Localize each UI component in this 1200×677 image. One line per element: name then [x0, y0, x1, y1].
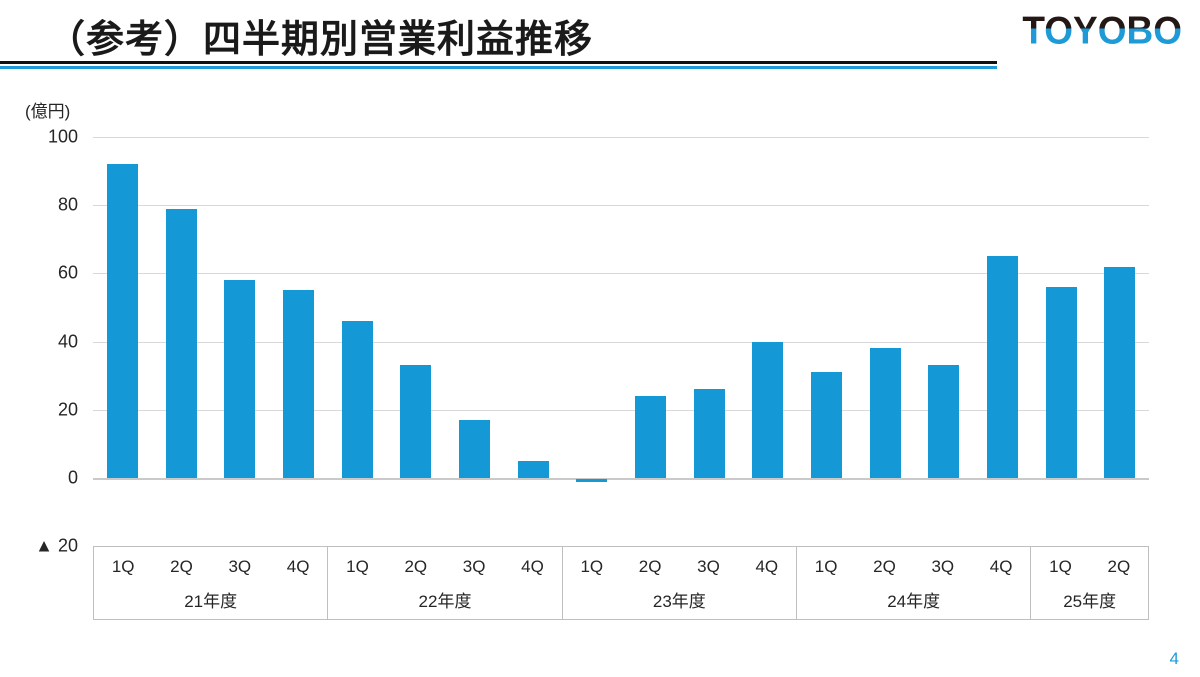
quarter-label: 4Q [755, 556, 779, 576]
bar-21年度-1Q [106, 164, 138, 478]
quarter-label: 2Q [404, 556, 428, 576]
quarter-label: 2Q [170, 556, 193, 576]
quarter-label: 3Q [931, 556, 955, 576]
y-axis-unit-label: (億円) [25, 102, 71, 121]
quarter-label: 3Q [462, 556, 486, 576]
quarter-row: 1Q 2Q 3Q 4Q [328, 547, 561, 587]
quarter-label: 1Q [346, 556, 369, 576]
bar-25年度-2Q [1104, 266, 1136, 478]
quarter-label: 1Q [580, 556, 604, 576]
y-tick-label: 20 [57, 399, 78, 420]
y-axis: 100 80 60 40 20 0 ▲ 20 [0, 127, 78, 556]
bar-22年度-1Q [341, 321, 373, 478]
toyobo-logo: TOYOBO [1022, 8, 1182, 53]
y-tick-label: 100 [47, 126, 78, 147]
y-tick-label: 80 [57, 194, 78, 215]
quarter-label: 4Q [989, 556, 1013, 576]
quarter-label: 1Q [814, 556, 838, 576]
year-label: 22年度 [418, 591, 472, 611]
quarter-label: 2Q [1107, 556, 1131, 576]
bar-22年度-4Q [517, 460, 549, 478]
bar-23年度-3Q [693, 389, 725, 478]
bar-21年度-2Q [165, 208, 197, 478]
bar-24年度-3Q [928, 365, 960, 478]
quarter-label: 2Q [873, 556, 896, 576]
page-title: （参考）四半期別営業利益推移 [47, 19, 594, 61]
quarter-row: 1Q 2Q 3Q 4Q [797, 547, 1030, 587]
y-tick-label: 40 [57, 331, 78, 351]
x-axis-group-22年度: 1Q 2Q 3Q 4Q 22年度 [327, 547, 561, 619]
x-axis-table: 1Q 2Q 3Q 4Q 21年度 1Q 2Q 3Q 4Q 22年度 1Q 2Q 3Q 4Q 23年度 1Q 2Q… [93, 546, 1149, 620]
gridline-100 [93, 137, 1149, 138]
bar-23年度-4Q [752, 341, 784, 478]
title-underline [0, 61, 997, 69]
quarter-label: 3Q [697, 556, 720, 576]
page-number: 4 [1169, 649, 1179, 668]
bar-22年度-2Q [400, 365, 432, 478]
quarter-label: 2Q [638, 556, 662, 576]
quarter-label: 1Q [1049, 556, 1072, 576]
bar-21年度-4Q [282, 290, 314, 478]
quarter-label: 3Q [228, 556, 252, 576]
quarter-row: 1Q 2Q 3Q 4Q [563, 547, 796, 587]
year-label: 23年度 [652, 591, 706, 611]
bar-24年度-2Q [869, 348, 901, 478]
year-label: 25年度 [1063, 591, 1117, 611]
bar-22年度-3Q [458, 419, 490, 478]
plot-area [93, 137, 1149, 546]
bar-23年度-2Q [634, 396, 666, 478]
quarter-label: 4Q [286, 556, 310, 576]
gridline-0 [93, 477, 1149, 480]
quarter-row: 1Q 2Q [1031, 547, 1148, 587]
quarter-label: 4Q [521, 556, 544, 576]
gridline-40 [93, 341, 1149, 343]
gridline-80 [93, 205, 1149, 207]
bar-21年度-3Q [224, 280, 256, 478]
bar-25年度-1Q [1045, 286, 1077, 478]
title-underline-blue [0, 66, 997, 69]
bar-24年度-4Q [986, 256, 1018, 478]
year-label: 21年度 [184, 591, 238, 611]
y-tick-label: 0 [67, 467, 78, 488]
year-label: 24年度 [887, 591, 941, 611]
x-axis-group-25年度: 1Q 2Q 25年度 [1030, 547, 1148, 619]
gridline-20 [93, 409, 1149, 411]
y-tick-label: 60 [57, 262, 78, 283]
bar-24年度-1Q [810, 372, 842, 478]
x-axis-group-21年度: 1Q 2Q 3Q 4Q 21年度 [94, 547, 327, 619]
gridline-60 [93, 273, 1149, 275]
y-tick-label: ▲ 20 [35, 535, 78, 556]
bar-23年度-1Q [576, 478, 608, 483]
quarter-label: 1Q [111, 556, 135, 576]
quarter-row: 1Q 2Q 3Q 4Q [94, 547, 327, 587]
x-axis-group-23年度: 1Q 2Q 3Q 4Q 23年度 [561, 547, 796, 619]
x-axis-group-24年度: 1Q 2Q 3Q 4Q 24年度 [795, 547, 1030, 619]
title-underline-black [0, 61, 997, 64]
